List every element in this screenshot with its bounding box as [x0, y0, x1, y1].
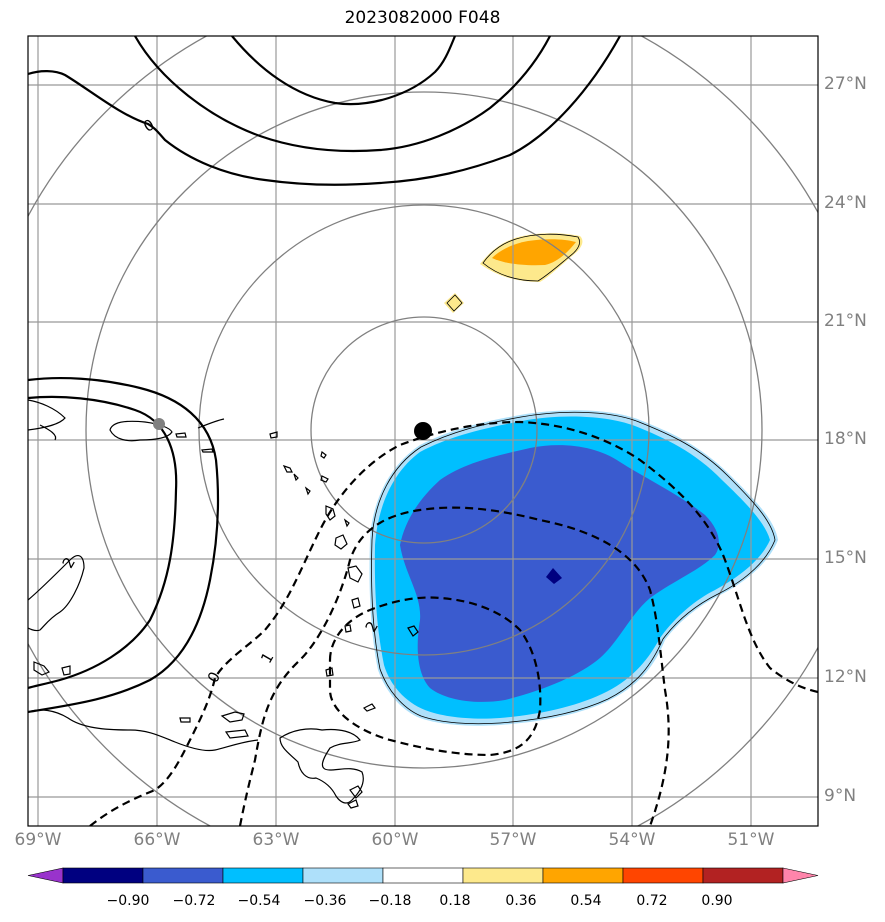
anomaly-outline [371, 233, 776, 725]
lon-label-60w: 60°W [371, 830, 419, 850]
colorbar-swatch [222, 867, 304, 884]
colorbar [27, 867, 819, 884]
lon-label-63w: 63°W [252, 830, 300, 850]
lon-label-51w: 51°W [727, 830, 775, 850]
map-frame [27, 35, 819, 827]
colorbar-extend-low [27, 867, 64, 884]
lat-label-9n: 9°N [824, 786, 857, 806]
storm-center-marker [414, 422, 432, 440]
lat-label-18n: 18°N [824, 429, 867, 449]
contour-label-0-bottom: 0 [204, 669, 224, 686]
colorbar-tick-label: −0.18 [368, 893, 412, 909]
solid-contours [28, 36, 621, 714]
lon-label-57w: 57°W [489, 830, 537, 850]
lat-label-27n: 27°N [824, 74, 867, 94]
negative-anomaly-field [369, 410, 778, 726]
lat-label-15n: 15°N [824, 548, 867, 568]
colorbar-swatch [542, 867, 624, 884]
colorbar-swatch [622, 867, 704, 884]
colorbar-tick-label: 0.36 [505, 893, 537, 909]
lat-label-24n: 24°N [824, 193, 867, 213]
station-marker [153, 418, 165, 430]
contour-label-1: 1 [257, 649, 277, 666]
contour-label-0-top: 0 [140, 115, 157, 135]
contour-labels: 0 2 1 2 0 [59, 115, 382, 685]
colorbar-swatch [302, 867, 384, 884]
lat-label-21n: 21°N [824, 311, 867, 331]
colorbar-swatch [382, 867, 464, 884]
colorbar-swatch [702, 867, 784, 884]
colorbar-extend-high [782, 867, 819, 884]
colorbar-swatch [62, 867, 144, 884]
colorbar-swatch [462, 867, 544, 884]
coastlines [28, 399, 419, 809]
colorbar-swatch [142, 867, 224, 884]
colorbar-tick-label: −0.36 [303, 893, 347, 909]
colorbar-tick-label: −0.72 [172, 893, 216, 909]
colorbar-tick-label: −0.90 [106, 893, 150, 909]
colorbar-tick-label: 0.18 [439, 893, 471, 909]
colorbar-tick-label: −0.54 [237, 893, 281, 909]
range-rings [28, 36, 818, 826]
colorbar-tick-label: 0.72 [636, 893, 668, 909]
colorbar-tick-label: 0.54 [570, 893, 602, 909]
lat-label-12n: 12°N [824, 667, 867, 687]
map-title: 2023082000 F048 [344, 8, 501, 28]
lon-label-54w: 54°W [608, 830, 656, 850]
lon-label-66w: 66°W [133, 830, 181, 850]
lat-lon-grid [28, 36, 818, 826]
dashed-contours [89, 420, 818, 826]
lon-label-69w: 69°W [14, 830, 62, 850]
colorbar-tick-label: 0.90 [701, 893, 733, 909]
